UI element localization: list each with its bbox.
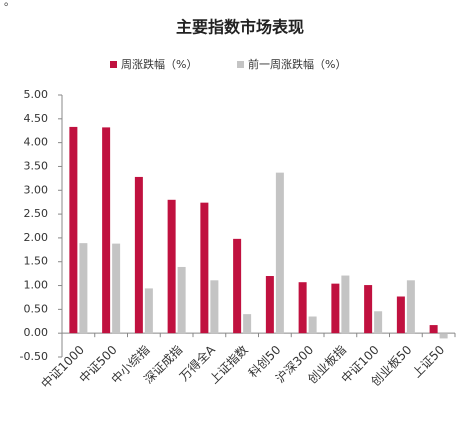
y-tick-label: 1.50 <box>24 255 49 268</box>
y-tick-label: 3.50 <box>24 159 49 172</box>
y-tick-label: 5.00 <box>24 88 49 101</box>
bar <box>396 296 405 334</box>
y-tick-label: 0.00 <box>24 326 49 339</box>
bar <box>331 283 340 334</box>
bar <box>406 280 415 334</box>
bar <box>200 202 209 334</box>
bar <box>429 325 438 334</box>
y-tick-label: 2.00 <box>24 231 49 244</box>
bar <box>439 333 448 339</box>
corner-mark: 。 <box>4 0 15 8</box>
y-tick-label: 3.00 <box>24 183 49 196</box>
bar <box>134 176 143 334</box>
y-tick-label: 1.00 <box>24 279 49 292</box>
bar <box>167 199 176 334</box>
bar <box>275 172 284 334</box>
bar <box>102 127 111 334</box>
y-tick-label: 4.50 <box>24 112 49 125</box>
bar <box>265 276 274 334</box>
bar <box>112 243 121 334</box>
bar <box>341 275 350 334</box>
bar <box>233 238 242 334</box>
bar <box>177 266 186 334</box>
y-tick-label: 0.50 <box>24 302 49 315</box>
x-tick-label: 上证50 <box>410 343 448 381</box>
y-tick-label: -0.50 <box>20 350 48 363</box>
bar <box>374 311 383 334</box>
bar <box>210 280 219 334</box>
bar <box>144 288 153 334</box>
bar <box>69 126 78 334</box>
legend-swatch <box>110 61 117 68</box>
y-tick-label: 4.00 <box>24 136 49 149</box>
legend-swatch <box>237 61 244 68</box>
bar <box>243 314 252 334</box>
legend-label: 前一周涨跌幅（%） <box>248 57 346 71</box>
bar <box>308 316 317 334</box>
bar <box>364 285 373 334</box>
y-tick-label: 2.50 <box>24 207 49 220</box>
chart-title: 主要指数市场表现 <box>176 18 304 37</box>
legend-label: 周涨跌幅（%） <box>121 57 197 71</box>
bar <box>298 282 307 334</box>
bar <box>79 243 88 334</box>
